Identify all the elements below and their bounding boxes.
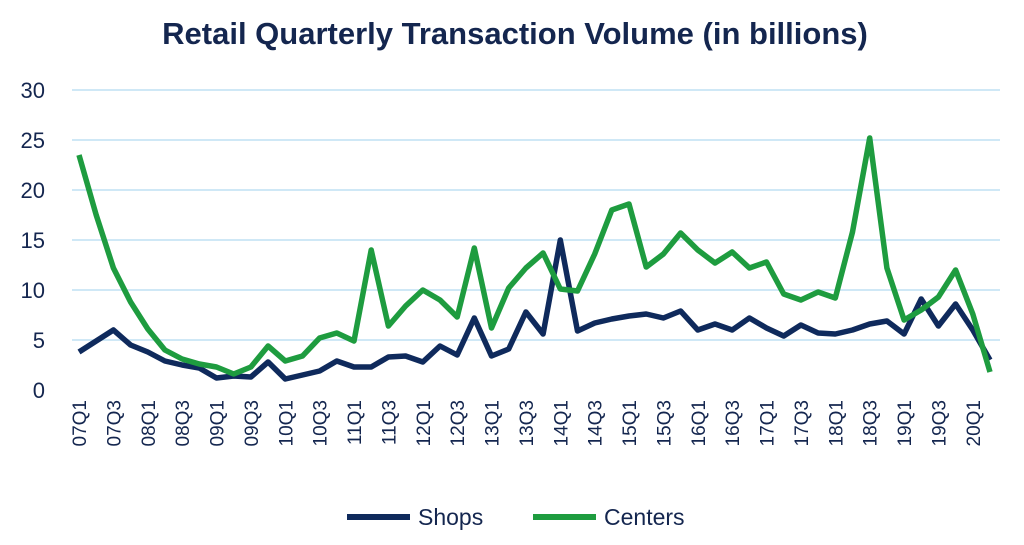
- x-tick-label: 16Q1: [689, 400, 710, 446]
- x-tick-label: 15Q1: [620, 400, 641, 446]
- y-tick-label: 15: [21, 228, 45, 253]
- x-tick-label: 11Q1: [345, 400, 366, 445]
- y-tick-label: 30: [21, 78, 45, 103]
- legend-label-shops: Shops: [418, 504, 483, 530]
- x-tick-label: 13Q3: [517, 400, 538, 446]
- legend-label-centers: Centers: [604, 504, 685, 530]
- y-tick-label: 25: [21, 128, 45, 153]
- x-tick-label: 08Q1: [139, 400, 160, 446]
- y-tick-label: 10: [21, 278, 45, 303]
- x-tick-label: 18Q1: [826, 400, 847, 446]
- x-tick-label: 17Q1: [758, 400, 779, 446]
- x-tick-label: 20Q1: [964, 400, 985, 446]
- x-tick-label: 14Q3: [586, 400, 607, 446]
- x-tick-label: 07Q3: [104, 400, 125, 446]
- x-tick-label: 12Q3: [448, 400, 469, 446]
- x-tick-label: 16Q3: [723, 400, 744, 446]
- x-tick-label: 08Q3: [173, 400, 194, 446]
- gridlines: [72, 89, 1000, 341]
- x-tick-label: 11Q3: [379, 400, 400, 445]
- legend: Shops Centers: [347, 504, 685, 530]
- x-tick-label: 15Q3: [654, 400, 675, 446]
- x-tick-label: 14Q1: [551, 400, 572, 446]
- x-tick-label: 09Q3: [242, 400, 263, 446]
- x-tick-label: 10Q1: [276, 400, 297, 446]
- series-line-centers: [76, 135, 993, 377]
- x-tick-label: 09Q1: [208, 400, 229, 446]
- x-tick-label: 18Q3: [861, 400, 882, 446]
- chart-title: Retail Quarterly Transaction Volume (in …: [162, 16, 868, 51]
- y-axis-ticks: 0 5 10 15 20 25 30: [21, 78, 45, 403]
- x-tick-label: 10Q3: [311, 400, 332, 446]
- x-tick-label: 07Q1: [70, 400, 91, 446]
- y-tick-label: 20: [21, 178, 45, 203]
- y-tick-label: 0: [33, 378, 45, 403]
- x-tick-label: 19Q3: [929, 400, 950, 446]
- series-line-shops: [77, 237, 993, 382]
- series-lines: [76, 135, 993, 382]
- x-tick-label: 12Q1: [414, 400, 435, 446]
- x-axis-ticks: 07Q1 07Q3 08Q1 08Q3 09Q1 09Q3 10Q1 10Q3 11Q1 11Q3…: [70, 400, 985, 446]
- y-tick-label: 5: [33, 328, 45, 353]
- x-tick-label: 17Q3: [792, 400, 813, 446]
- x-tick-label: 19Q1: [895, 400, 916, 446]
- x-tick-label: 13Q1: [483, 400, 504, 446]
